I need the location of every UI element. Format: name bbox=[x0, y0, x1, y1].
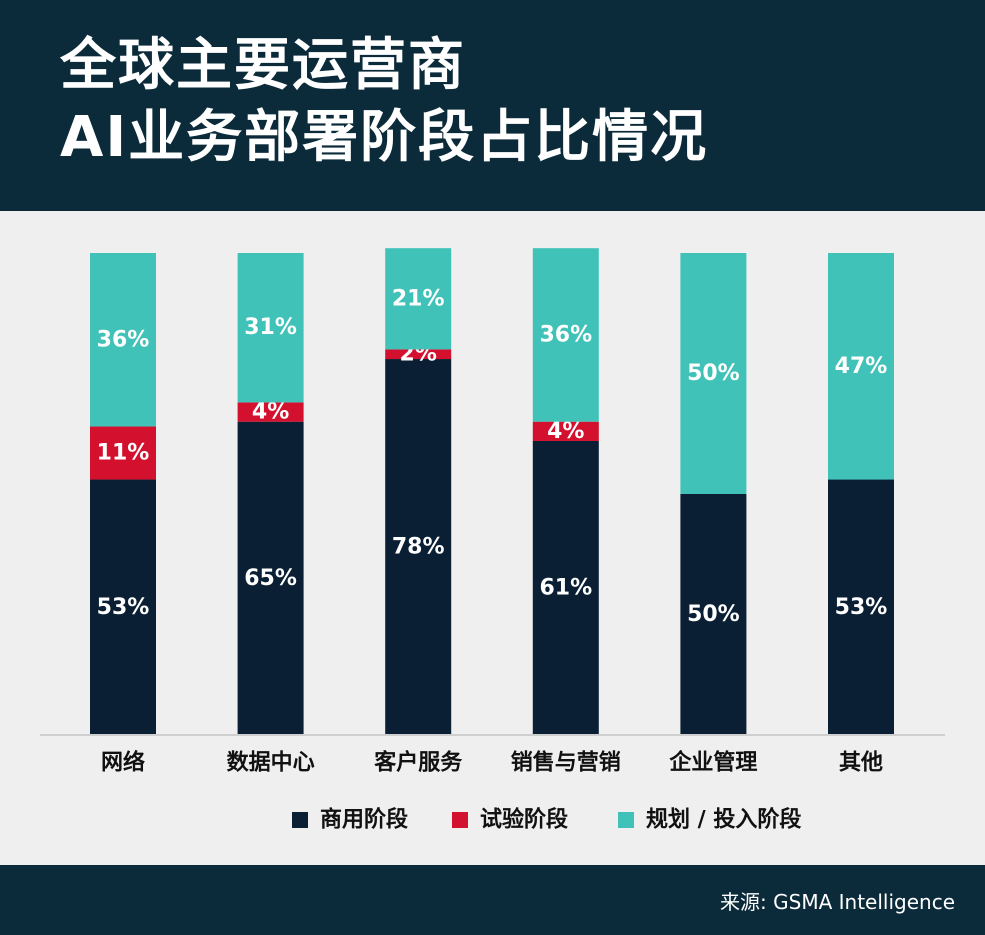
legend-label: 规划 / 投入阶段 bbox=[646, 807, 801, 833]
title-line-1: 全球主要运营商 bbox=[60, 33, 466, 98]
segment-value-label: 53% bbox=[835, 595, 888, 620]
bar-segment-0-0 bbox=[90, 479, 156, 735]
bar-segment-5-2 bbox=[828, 253, 894, 480]
bar-segment-1-0 bbox=[237, 421, 304, 735]
segment-value-label: 21% bbox=[392, 286, 445, 311]
bar-segment-2-2 bbox=[385, 248, 452, 350]
segment-value-label: 11% bbox=[97, 441, 150, 466]
page-title: 全球主要运营商 AI业务部署阶段占比情况 bbox=[60, 30, 708, 174]
bar-segment-3-2 bbox=[532, 248, 599, 422]
source-credit: 来源: GSMA Intelligence bbox=[720, 890, 955, 914]
legend: 商用阶段 试验阶段 规划 / 投入阶段 bbox=[292, 807, 801, 833]
segment-value-label: 78% bbox=[392, 535, 445, 560]
bars-group: 53%11%36%65%4%31%78%2%21%61%4%36%50%50%5… bbox=[90, 248, 894, 735]
category-label: 销售与营销 bbox=[511, 750, 621, 776]
segment-value-label: 50% bbox=[687, 602, 740, 627]
segment-value-label: 53% bbox=[97, 595, 150, 620]
segment-value-label: 50% bbox=[687, 361, 740, 386]
legend-swatch bbox=[292, 812, 308, 828]
bar-segment-4-0 bbox=[680, 494, 747, 735]
legend-label: 商用阶段 bbox=[320, 807, 408, 833]
category-labels-group: 网络 数据中心 客户服务 销售与营销 企业管理 其他 bbox=[101, 750, 883, 776]
bar-segment-2-0 bbox=[385, 359, 452, 735]
title-line-2: AI业务部署阶段占比情况 bbox=[60, 105, 709, 170]
bar-segment-1-2 bbox=[237, 253, 304, 403]
footer-banner: 来源: GSMA Intelligence bbox=[0, 865, 985, 935]
header-banner: 全球主要运营商 AI业务部署阶段占比情况 bbox=[0, 0, 985, 211]
bar-segment-0-2 bbox=[90, 253, 156, 427]
bar-segment-3-0 bbox=[532, 440, 599, 735]
category-label: 数据中心 bbox=[227, 750, 315, 776]
bar-segment-5-0 bbox=[828, 479, 894, 735]
legend-swatch bbox=[452, 812, 468, 828]
legend-label: 试验阶段 bbox=[480, 807, 568, 833]
category-label: 网络 bbox=[101, 750, 145, 776]
stacked-bar-chart: 53%11%36%65%4%31%78%2%21%61%4%36%50%50%5… bbox=[40, 248, 945, 833]
category-label: 客户服务 bbox=[374, 750, 463, 776]
segment-value-label: 4% bbox=[252, 400, 289, 425]
segment-value-label: 47% bbox=[835, 354, 888, 379]
category-label: 企业管理 bbox=[668, 750, 757, 776]
segment-value-label: 65% bbox=[244, 566, 297, 591]
segment-value-label: 36% bbox=[539, 322, 592, 347]
bar-segment-1-1 bbox=[237, 402, 304, 422]
bar-segment-4-2 bbox=[680, 253, 747, 494]
bar-segment-2-1 bbox=[385, 349, 452, 360]
segment-value-label: 36% bbox=[97, 327, 150, 352]
legend-swatch bbox=[618, 812, 634, 828]
bar-segment-3-1 bbox=[532, 421, 599, 441]
segment-value-label: 4% bbox=[547, 419, 584, 444]
segment-value-label: 61% bbox=[539, 575, 592, 600]
segment-value-label: 31% bbox=[244, 315, 297, 340]
bar-segment-0-1 bbox=[90, 426, 156, 480]
category-label: 其他 bbox=[839, 751, 883, 776]
